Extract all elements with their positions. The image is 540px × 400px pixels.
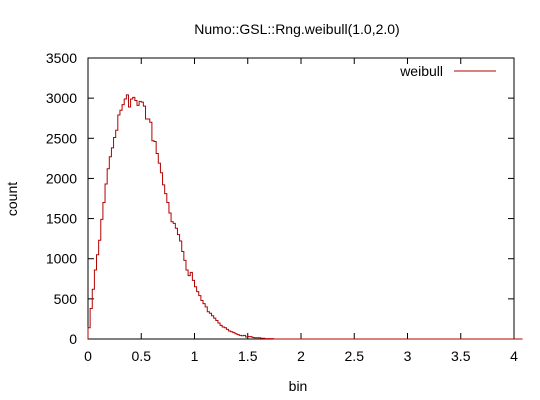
y-tick-label: 2000	[46, 170, 77, 186]
series-line-weibull	[87, 94, 523, 340]
plot-frame	[87, 57, 515, 340]
x-tick-label: 1	[191, 348, 199, 364]
y-tick-label: 3000	[46, 90, 77, 106]
x-tick-label: 0	[84, 348, 92, 364]
x-tick-label: 4	[510, 348, 518, 364]
y-axis: 0 500 1000 1500 2000 2500 3000 3500	[46, 50, 514, 347]
x-axis-label: bin	[289, 378, 308, 394]
legend: weibull	[399, 63, 496, 79]
x-tick-label: 0.5	[132, 348, 152, 364]
y-tick-label: 1500	[46, 211, 77, 227]
y-tick-label: 500	[54, 291, 78, 307]
y-tick-label: 1000	[46, 251, 77, 267]
y-tick-label: 2500	[46, 130, 77, 146]
y-axis-label: count	[4, 182, 20, 216]
x-tick-label: 3	[404, 348, 412, 364]
chart-title: Numo::GSL::Rng.weibull(1.0,2.0)	[194, 21, 399, 37]
x-axis: 0 0.5 1 1.5 2 2.5 3 3.5 4	[84, 58, 518, 364]
x-tick-label: 2.5	[345, 348, 365, 364]
legend-label-weibull: weibull	[399, 63, 443, 79]
x-tick-label: 1.5	[238, 348, 258, 364]
x-tick-label: 3.5	[451, 348, 471, 364]
y-tick-label: 3500	[46, 50, 77, 66]
x-tick-label: 2	[297, 348, 305, 364]
y-tick-label: 0	[69, 331, 77, 347]
